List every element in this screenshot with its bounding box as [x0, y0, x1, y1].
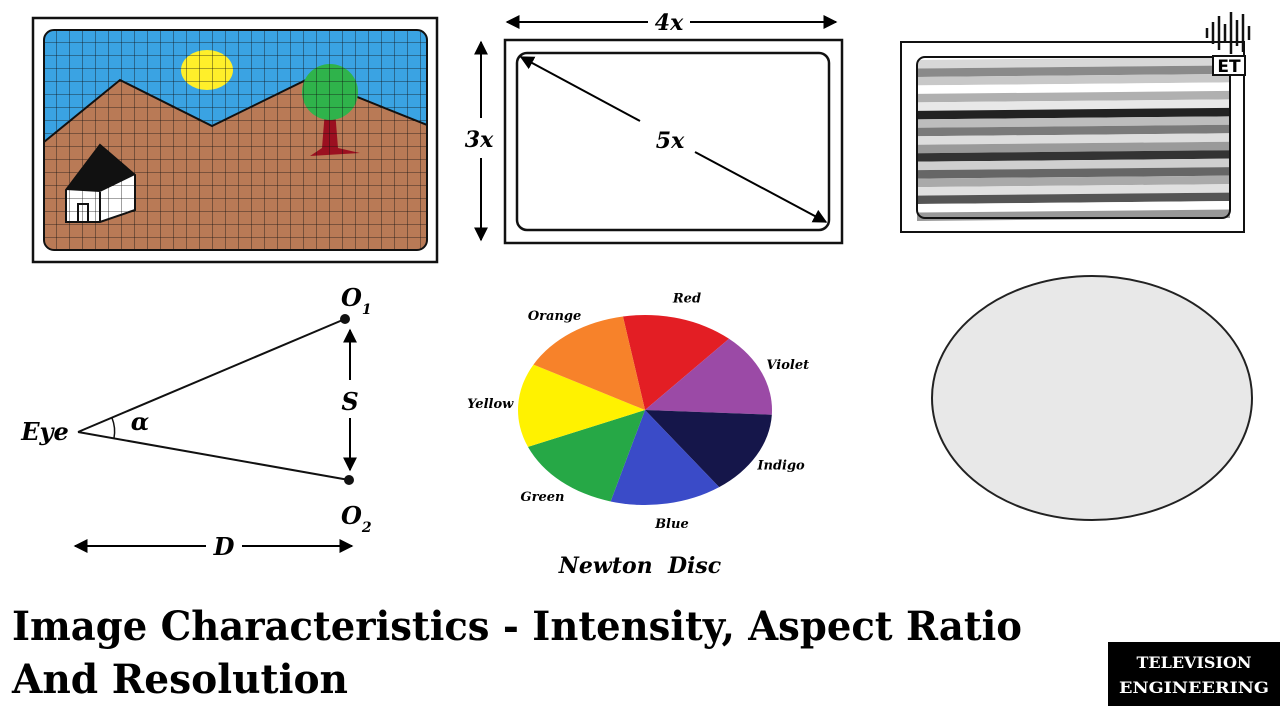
title-line: Image Characteristics - Intensity, Aspec… — [12, 603, 1022, 650]
stripe — [917, 175, 1230, 188]
stripe — [917, 107, 1230, 120]
bottom-point-label: O2 — [341, 501, 372, 536]
logo: ET — [1205, 12, 1251, 77]
disc-sector — [517, 364, 645, 447]
aspect-panel: 4x 3x 5x — [465, 10, 844, 245]
stripe — [917, 90, 1230, 103]
disc-sector — [533, 316, 645, 410]
stripe — [917, 167, 1230, 179]
stripe — [917, 124, 1230, 137]
disc-caption: Newton Disc — [558, 553, 722, 579]
stripe — [917, 82, 1230, 94]
sector-label: Violet — [766, 358, 809, 373]
stripe — [917, 192, 1230, 205]
separation-label: S — [341, 387, 358, 416]
badge-line: TELEVISION — [1136, 653, 1251, 672]
stripe — [917, 158, 1230, 171]
sector-label: Yellow — [467, 397, 514, 412]
stripe — [917, 184, 1230, 196]
logo-text: ET — [1217, 57, 1241, 77]
disc-sector — [645, 338, 772, 415]
stripe — [917, 73, 1230, 86]
height-label: 3x — [465, 127, 494, 153]
sector-label: Indigo — [756, 458, 805, 473]
stripe — [917, 133, 1230, 145]
sector-label: Orange — [528, 309, 581, 324]
stripes-panel — [900, 41, 1245, 233]
sector-label: Green — [521, 490, 565, 505]
diagonal-label: 5x — [656, 128, 685, 154]
disc-sector — [645, 410, 772, 488]
disc-sector — [527, 410, 645, 502]
stripe — [917, 65, 1230, 77]
sector-label: Red — [672, 291, 701, 306]
stripe — [917, 116, 1230, 128]
title-line: And Resolution — [11, 656, 348, 703]
stripe — [917, 201, 1230, 213]
stripe — [917, 57, 1230, 69]
top-point-label: O1 — [341, 283, 372, 318]
disc-sector — [622, 315, 730, 410]
stripe — [917, 99, 1230, 111]
badge-line: ENGINEERING — [1119, 678, 1269, 697]
picture-panel — [31, 16, 439, 264]
gray-disc — [931, 275, 1253, 521]
eye-label: Eye — [20, 417, 69, 446]
width-label: 4x — [655, 10, 684, 36]
badge: TELEVISION ENGINEERING — [1108, 642, 1280, 706]
angle-label: α — [131, 407, 149, 436]
newton-disc: Red Violet Indigo Blue Green Yellow Orange — [467, 291, 809, 532]
disc-sector — [610, 410, 720, 505]
sector-label: Blue — [654, 517, 689, 532]
stripe — [917, 141, 1230, 154]
distance-label: D — [213, 532, 235, 561]
stripe — [917, 150, 1230, 162]
visual-angle-diagram: Eye α O1 O2 S D — [20, 283, 372, 561]
